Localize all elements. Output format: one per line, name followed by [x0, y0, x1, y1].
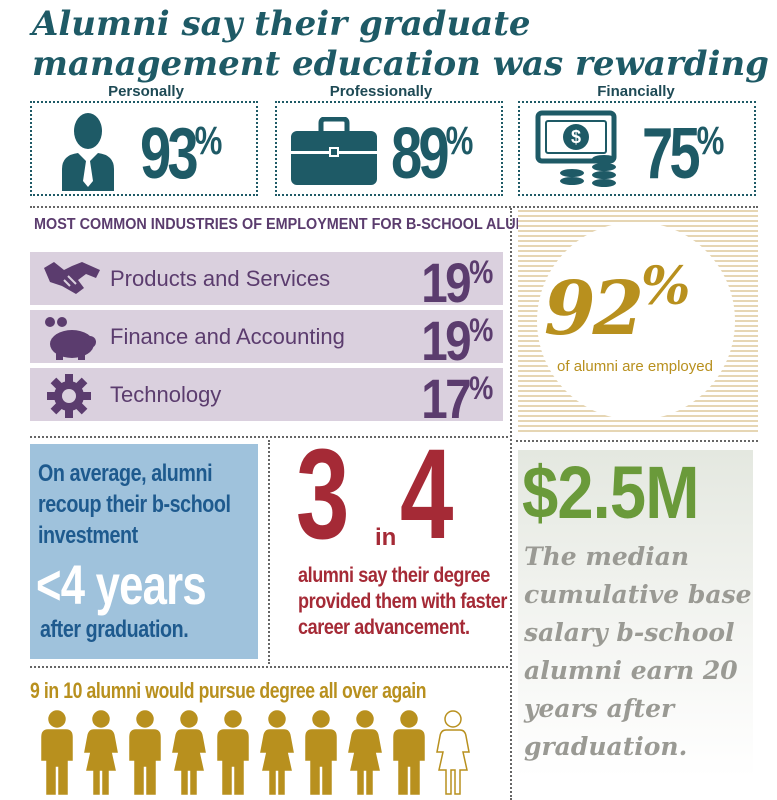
professionally-percent: 89% — [391, 114, 474, 194]
alumni-person-icon — [84, 710, 118, 795]
recoup-line2: after graduation. — [40, 616, 189, 643]
industry-percent: 17% — [421, 367, 494, 430]
industry-row-technology: Technology 17% — [30, 367, 503, 430]
divider-middle-right — [516, 440, 758, 442]
personally-percent: 93% — [140, 114, 223, 194]
alumni-person-outline-icon — [436, 710, 470, 795]
advancement-in-word: in — [375, 524, 397, 551]
divider-bottom-left — [30, 666, 508, 668]
personally-stat-box: 93% — [30, 101, 258, 196]
advancement-number-4: 4 — [400, 423, 454, 566]
money-coins-icon: $ — [535, 110, 617, 187]
salary-text: The median cumulative base salary b-scho… — [524, 542, 752, 761]
employed-percent: 92% — [544, 256, 690, 352]
salary-big-value: $2.5M — [522, 451, 699, 534]
advancement-text: alumni say their degree provided them wi… — [298, 564, 508, 639]
piggy-bank-icon — [45, 317, 96, 360]
employed-text: of alumni are employed — [557, 358, 713, 375]
salary-box — [518, 450, 753, 778]
financially-stat-box: $ 75% — [518, 101, 756, 196]
industry-row-products: Products and Services 19% — [30, 251, 503, 314]
divider-top — [30, 206, 758, 208]
alumni-person-icon — [129, 710, 161, 795]
alumni-person-icon — [217, 710, 249, 795]
people-pictogram — [38, 710, 488, 798]
industry-label: Products and Services — [110, 266, 331, 291]
recoup-line1: On average, alumni recoup their b-school… — [38, 460, 231, 549]
professionally-stat-box: 89% — [275, 101, 503, 196]
alumni-person-icon — [41, 710, 73, 795]
industry-label: Finance and Accounting — [110, 324, 345, 349]
recoup-box: On average, alumni recoup their b-school… — [30, 444, 258, 659]
industry-percent: 19% — [421, 309, 494, 372]
gear-icon — [47, 374, 91, 418]
divider-vertical-right — [510, 208, 512, 800]
alumni-person-icon — [305, 710, 337, 795]
svg-text:$: $ — [571, 127, 581, 147]
alumni-person-icon — [393, 710, 425, 795]
handshake-icon — [44, 262, 100, 294]
professionally-label: Professionally — [329, 83, 433, 100]
industry-percent: 19% — [421, 251, 494, 314]
recoup-big-value: <4 years — [36, 553, 207, 616]
briefcase-icon — [291, 117, 377, 185]
page-title: Alumni say their graduate management edu… — [32, 4, 769, 84]
personally-label: Personally — [108, 83, 184, 100]
industries-heading: MOST COMMON INDUSTRIES OF EMPLOYMENT FOR… — [34, 216, 542, 233]
industry-row-finance: Finance and Accounting 19% — [30, 309, 503, 372]
financially-percent: 75% — [642, 114, 725, 194]
financially-label: Financially — [597, 83, 675, 100]
advancement-number-3: 3 — [296, 423, 350, 566]
employed-circle — [537, 222, 735, 420]
businessman-icon — [62, 113, 114, 191]
alumni-person-icon — [172, 710, 206, 795]
alumni-person-icon — [260, 710, 294, 795]
pursue-text: 9 in 10 alumni would pursue degree all o… — [30, 678, 427, 703]
divider-middle-left — [30, 436, 508, 438]
industry-label: Technology — [110, 382, 222, 407]
divider-vertical-middle — [268, 440, 270, 664]
alumni-person-icon — [348, 710, 382, 795]
